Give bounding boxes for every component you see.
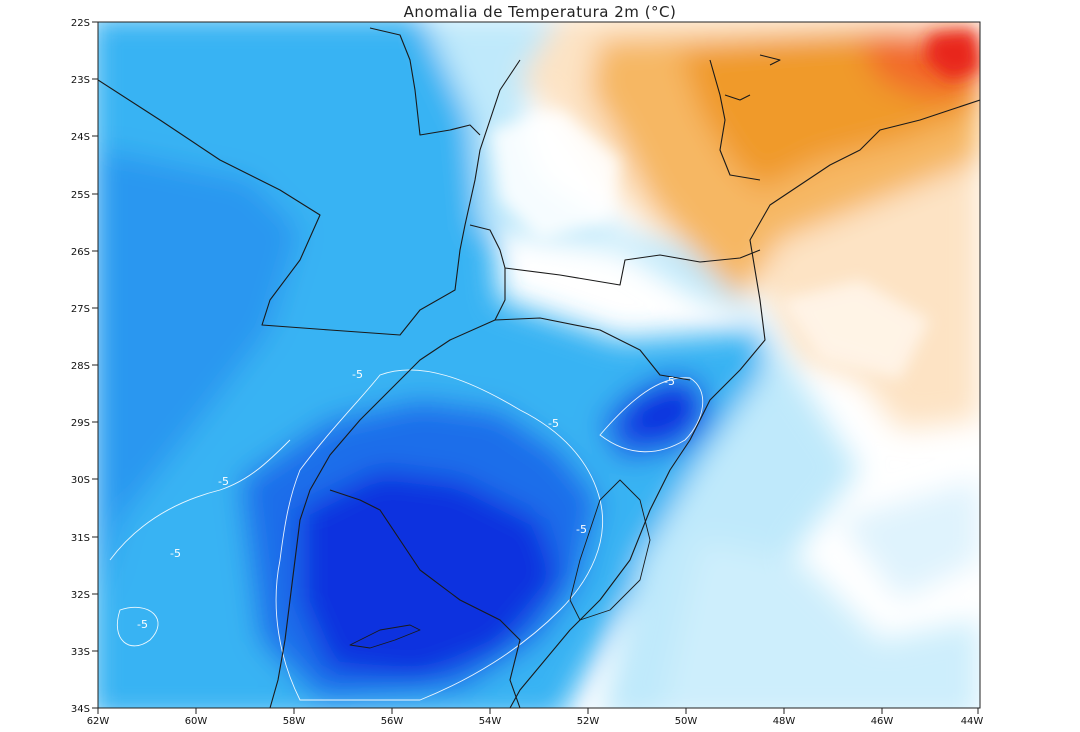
lat-tick: 25S xyxy=(71,190,98,201)
lon-tick: 52W xyxy=(577,708,600,727)
svg-text:29S: 29S xyxy=(71,418,90,429)
lat-tick: 27S xyxy=(71,304,98,315)
svg-text:34S: 34S xyxy=(71,704,90,715)
lat-tick: 24S xyxy=(71,132,98,143)
lon-tick: 44W xyxy=(961,708,984,727)
contour-label: -5 xyxy=(352,368,363,381)
svg-text:27S: 27S xyxy=(71,304,90,315)
map-title: Anomalia de Temperatura 2m (°C) xyxy=(403,3,677,21)
svg-text:56W: 56W xyxy=(381,716,404,727)
lat-tick: 23S xyxy=(71,75,98,86)
lon-tick: 54W xyxy=(479,708,502,727)
lat-tick: 31S xyxy=(71,533,98,544)
lon-tick: 60W xyxy=(185,708,208,727)
svg-text:58W: 58W xyxy=(283,716,306,727)
longitude-axis: 62W 60W 58W 56W 54W 52W 50W 48W 46W 44W xyxy=(87,708,984,727)
lon-tick: 50W xyxy=(675,708,698,727)
svg-text:22S: 22S xyxy=(71,18,90,29)
contour-lines xyxy=(109,369,704,701)
svg-text:60W: 60W xyxy=(185,716,208,727)
svg-text:33S: 33S xyxy=(71,647,90,658)
svg-text:28S: 28S xyxy=(71,361,90,372)
svg-text:50W: 50W xyxy=(675,716,698,727)
lat-tick: 22S xyxy=(71,18,98,29)
lat-tick: 30S xyxy=(71,475,98,486)
lon-tick: 62W xyxy=(87,708,110,727)
contour-label: -5 xyxy=(137,618,148,631)
svg-text:30S: 30S xyxy=(71,475,90,486)
contour-label: -5 xyxy=(548,417,559,430)
lat-tick: 26S xyxy=(71,247,98,258)
anomaly-field xyxy=(98,22,980,708)
lat-tick: 34S xyxy=(71,704,98,715)
svg-text:31S: 31S xyxy=(71,533,90,544)
contour-label: -5 xyxy=(218,475,229,488)
svg-text:23S: 23S xyxy=(71,75,90,86)
svg-text:62W: 62W xyxy=(87,716,110,727)
lon-tick: 48W xyxy=(773,708,796,727)
contour-label: -5 xyxy=(576,523,587,536)
lon-tick: 56W xyxy=(381,708,404,727)
svg-text:54W: 54W xyxy=(479,716,502,727)
lat-tick: 33S xyxy=(71,647,98,658)
lat-tick: 28S xyxy=(71,361,98,372)
latitude-axis: 22S 23S 24S 25S 26S 27S 28S 29S 30S 31S … xyxy=(71,18,98,715)
svg-text:46W: 46W xyxy=(871,716,894,727)
svg-text:44W: 44W xyxy=(961,716,984,727)
boundary-lines xyxy=(98,27,980,708)
lon-tick: 46W xyxy=(871,708,894,727)
svg-text:26S: 26S xyxy=(71,247,90,258)
contour-label: -5 xyxy=(170,547,181,560)
contour-labels: -5 -5 -5 -5 -5 -5 -5 xyxy=(137,368,675,631)
svg-text:24S: 24S xyxy=(71,132,90,143)
svg-text:52W: 52W xyxy=(577,716,600,727)
svg-text:25S: 25S xyxy=(71,190,90,201)
svg-text:32S: 32S xyxy=(71,590,90,601)
lon-tick: 58W xyxy=(283,708,306,727)
contour-label: -5 xyxy=(664,375,675,388)
lat-tick: 29S xyxy=(71,418,98,429)
lat-tick: 32S xyxy=(71,590,98,601)
svg-text:48W: 48W xyxy=(773,716,796,727)
